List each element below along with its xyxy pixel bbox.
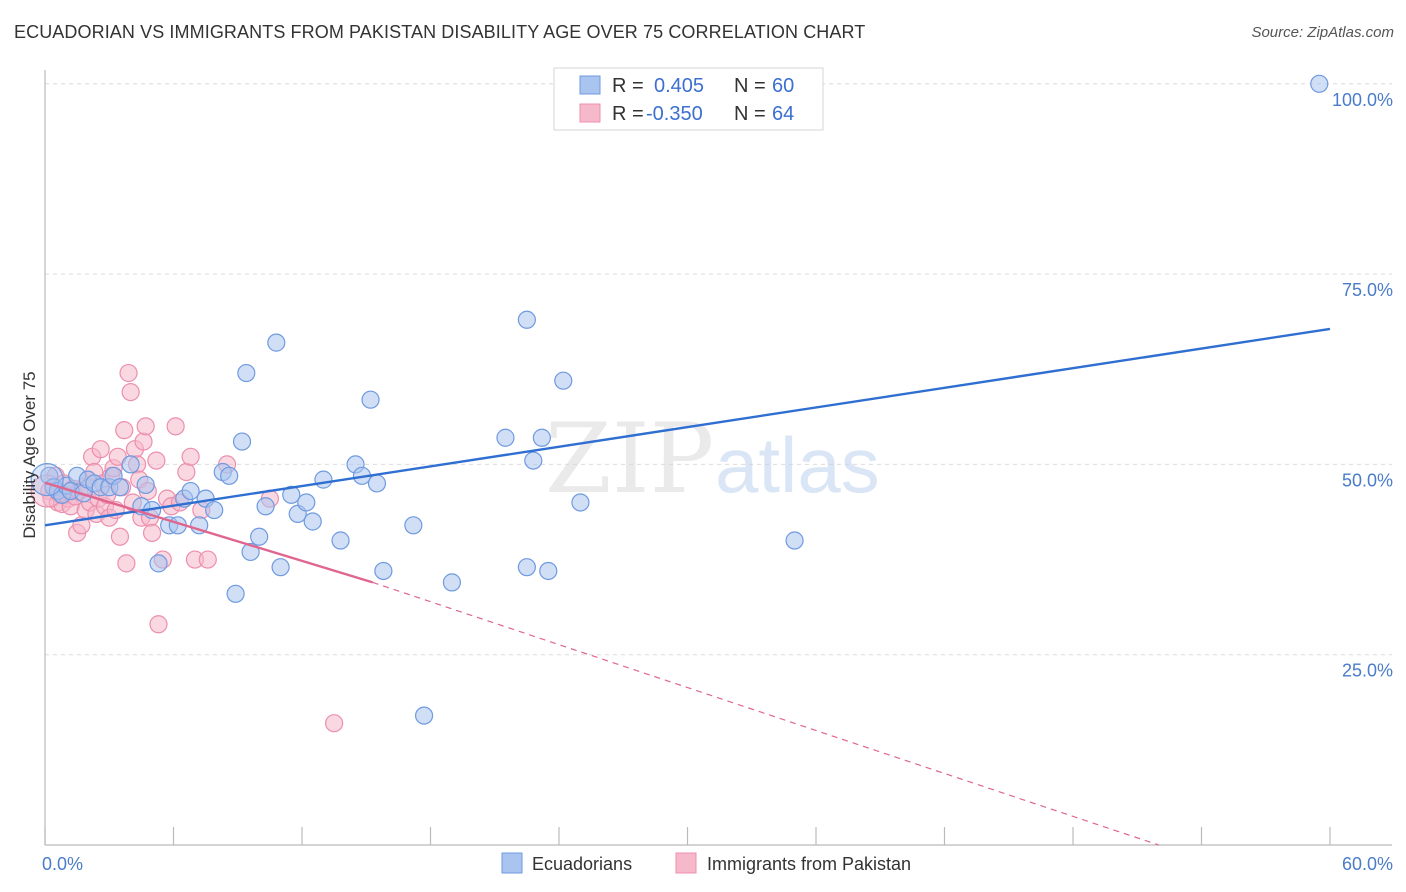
pakistan-point (198, 550, 217, 569)
series-legend: Ecuadorians Immigrants from Pakistan (501, 852, 911, 874)
ecuadorian-point (237, 363, 256, 383)
legend-ecuadorians-swatch (501, 852, 523, 874)
ecuadorian-trend-line (44, 327, 1331, 527)
y-tick-label: 75.0% (1342, 280, 1393, 300)
pakistan-point (121, 382, 140, 402)
ecuadorian-point (256, 497, 275, 516)
legend-ecuadorians-label: Ecuadorians (532, 854, 632, 874)
pakistan-point (147, 451, 166, 470)
ecuadorian-point (571, 493, 590, 512)
legend-pink-swatch (579, 103, 601, 123)
chart-title: ECUADORIAN VS IMMIGRANTS FROM PAKISTAN D… (14, 22, 866, 42)
axes (44, 70, 1392, 846)
pakistan-point (134, 432, 153, 451)
legend-r-label-2: R = (612, 103, 644, 125)
ecuadorian-point (282, 485, 301, 504)
legend-n-value-1: 60 (772, 75, 794, 97)
ecuadorian-point (121, 455, 140, 474)
legend-r-label-1: R = (612, 75, 644, 97)
y-axis-label: Disability Age Over 75 (20, 371, 39, 538)
ecuadorian-point (205, 500, 224, 520)
ecuadorian-point (539, 561, 558, 581)
ecuadorian-point (524, 451, 543, 470)
ecuadorian-point (554, 371, 573, 390)
pakistan-point (117, 554, 136, 573)
y-tick-label: 100.0% (1332, 90, 1393, 110)
legend-pakistan-label: Immigrants from Pakistan (707, 854, 911, 874)
ecuadorian-point (517, 310, 536, 329)
x-tick-label-max: 60.0% (1342, 854, 1393, 874)
ecuadorian-points (30, 74, 1329, 725)
pakistan-trend-extension (372, 581, 1159, 846)
x-tick-label-min: 0.0% (42, 854, 83, 874)
ecuadorian-point (517, 558, 536, 577)
watermark-atlas: atlas (715, 421, 880, 509)
legend-blue-swatch (579, 75, 601, 95)
ecuadorian-point (220, 466, 239, 485)
pakistan-point (149, 615, 168, 634)
ecuadorian-point (149, 554, 168, 573)
ecuadorian-point (404, 516, 423, 535)
watermark: ZIP atlas (545, 403, 880, 515)
ecuadorian-point (136, 475, 155, 495)
legend-r-value-1: 0.405 (654, 75, 704, 97)
pakistan-point (110, 527, 130, 546)
ecuadorian-point (442, 573, 462, 592)
pakistan-points (30, 363, 344, 733)
trend-lines (44, 327, 1331, 846)
legend-pakistan-swatch (675, 852, 697, 874)
ecuadorian-point (232, 432, 252, 451)
ecuadorian-point (374, 561, 393, 581)
ecuadorian-point (1310, 74, 1329, 93)
pakistan-point (119, 363, 138, 383)
ecuadorian-point (226, 584, 245, 603)
ecuadorian-point (367, 474, 387, 493)
grid-lines (45, 83, 1392, 656)
ecuadorian-point (331, 531, 350, 550)
pakistan-trend-line (44, 481, 374, 584)
chart-source: Source: ZipAtlas.com (1251, 24, 1394, 41)
ecuadorian-point (297, 493, 316, 512)
pakistan-point (136, 417, 155, 436)
legend-r-value-2: -0.350 (646, 103, 703, 125)
pakistan-point (91, 440, 110, 459)
ecuadorian-point (271, 558, 290, 577)
ecuadorian-point (181, 481, 200, 501)
y-tick-label: 50.0% (1342, 470, 1393, 490)
tick-labels: 25.0% 50.0% 75.0% 100.0% 0.0% 60.0% (42, 90, 1393, 874)
ecuadorian-point (496, 428, 515, 447)
ecuadorian-point (110, 478, 130, 497)
pakistan-point (181, 447, 200, 466)
pakistan-point (115, 421, 134, 440)
ecuadorian-point (267, 333, 286, 352)
pakistan-point (325, 714, 344, 733)
correlation-legend: R = 0.405 N = 60 R = -0.350 N = 64 (553, 67, 824, 131)
pakistan-point (166, 417, 185, 436)
ecuadorian-point (303, 512, 322, 531)
ecuadorian-point (314, 470, 333, 489)
pakistan-point (177, 462, 196, 482)
legend-n-label-1: N = (734, 75, 766, 97)
y-tick-label: 25.0% (1342, 661, 1393, 681)
ecuadorian-point (250, 527, 269, 546)
legend-n-value-2: 64 (772, 103, 794, 125)
watermark-zip: ZIP (545, 403, 714, 515)
ecuadorian-point (361, 390, 380, 409)
legend-n-label-2: N = (734, 103, 766, 125)
ecuadorian-point-large (30, 463, 64, 497)
ecuadorian-point (532, 428, 551, 447)
ecuadorian-point (785, 531, 804, 550)
ecuadorian-point (414, 706, 434, 725)
pakistan-point (142, 523, 162, 543)
